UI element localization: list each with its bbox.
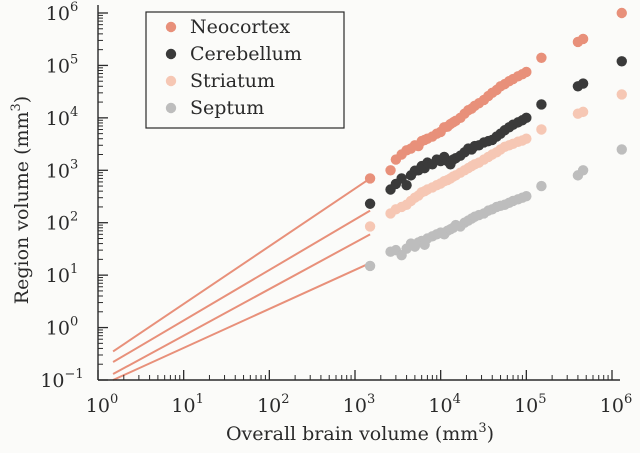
- legend-label-cerebellum: Cerebellum: [190, 43, 302, 65]
- point-neocortex-38: [577, 33, 589, 45]
- point-septum-35: [521, 191, 532, 202]
- x-tick-label: 105: [514, 392, 546, 417]
- legend-label-septum: Septum: [190, 97, 264, 119]
- point-cerebellum-39: [616, 56, 627, 67]
- point-septum-0: [364, 260, 376, 272]
- point-striatum-38: [577, 106, 589, 118]
- point-cerebellum-36: [536, 99, 547, 110]
- y-tick-label: 105: [46, 52, 78, 77]
- y-tick-label: 100: [46, 315, 78, 340]
- x-axis-label: Overall brain volume (mm3): [226, 421, 494, 445]
- x-tick-label: 100: [86, 392, 118, 417]
- fit-line-striatum: [112, 233, 371, 375]
- y-tick-label: 10−1: [40, 367, 83, 392]
- legend-label-neocortex: Neocortex: [190, 16, 290, 38]
- y-tick-label: 103: [46, 157, 78, 182]
- point-cerebellum-38: [577, 78, 589, 89]
- legend-marker-cerebellum: [165, 48, 177, 60]
- point-striatum-36: [536, 124, 547, 135]
- point-neocortex-0: [364, 173, 376, 184]
- x-tick-label: 104: [428, 392, 460, 417]
- point-cerebellum-4: [401, 179, 412, 191]
- x-tick-label: 103: [343, 392, 375, 417]
- point-septum-39: [616, 144, 627, 155]
- y-axis-label: Region volume (mm3): [9, 96, 33, 304]
- fit-line-neocortex: [112, 177, 371, 353]
- point-striatum-0: [364, 221, 376, 232]
- legend-label-striatum: Striatum: [190, 70, 275, 92]
- fit-lines: [112, 177, 371, 381]
- legend-marker-septum: [165, 102, 177, 114]
- legend-marker-neocortex: [165, 21, 177, 33]
- series-neocortex: [364, 7, 627, 184]
- x-ticks: 100 101 102 103 104 105 106: [86, 370, 632, 417]
- x-tick-label: 106: [600, 392, 632, 417]
- point-neocortex-1: [385, 165, 396, 176]
- data-points: [364, 7, 627, 272]
- series-cerebellum: [364, 56, 627, 209]
- y-tick-label: 104: [46, 105, 78, 130]
- point-striatum-39: [616, 89, 627, 100]
- legend-marker-striatum: [165, 75, 177, 87]
- point-septum-38: [577, 165, 589, 176]
- fit-line-cerebellum: [112, 209, 371, 363]
- y-tick-label: 102: [46, 210, 78, 235]
- point-septum-36: [536, 180, 547, 192]
- y-tick-label: 106: [46, 0, 78, 25]
- point-neocortex-35: [521, 66, 532, 78]
- y-tick-label: 101: [46, 262, 78, 287]
- point-neocortex-39: [616, 7, 627, 19]
- x-tick-label: 102: [257, 392, 289, 417]
- fit-line-septum: [112, 262, 371, 381]
- legend-box: [145, 11, 345, 129]
- series-septum: [364, 144, 627, 272]
- y-ticks: 10−1 100 101 102 103 104 105 106: [40, 0, 108, 392]
- x-tick-label: 101: [171, 392, 203, 417]
- series-striatum: [364, 89, 627, 232]
- point-neocortex-36: [536, 52, 547, 63]
- point-cerebellum-0: [364, 198, 376, 209]
- point-striatum-35: [521, 133, 532, 144]
- legend: Neocortex Cerebellum Striatum Septum: [145, 11, 345, 129]
- point-cerebellum-35: [521, 112, 532, 124]
